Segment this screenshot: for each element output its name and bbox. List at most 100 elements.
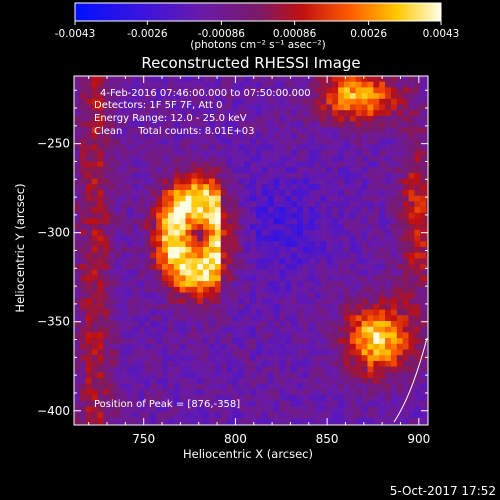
heatmap-cell [267, 235, 274, 242]
heatmap-cell [396, 189, 403, 196]
heatmap-cell [144, 303, 151, 310]
heatmap-cell [291, 400, 298, 407]
heatmap-cell [320, 395, 327, 402]
heatmap-cell [232, 195, 239, 202]
heatmap-cell [132, 264, 139, 271]
heatmap-cell [326, 275, 333, 282]
heatmap-cell [209, 246, 216, 253]
heatmap-cell [408, 338, 415, 345]
heatmap-cell [173, 229, 180, 236]
heatmap-cell [97, 275, 104, 282]
heatmap-cell [308, 212, 315, 219]
heatmap-cell [408, 355, 415, 362]
heatmap-cell [314, 349, 321, 356]
heatmap-cell [285, 212, 292, 219]
heatmap-cell [150, 224, 157, 231]
heatmap-cell [414, 229, 421, 236]
heatmap-cell [209, 110, 216, 117]
heatmap-cell [144, 417, 151, 424]
heatmap-cell [379, 383, 386, 390]
heatmap-cell [132, 189, 139, 196]
heatmap-cell [297, 246, 304, 253]
heatmap-cell [173, 121, 180, 128]
heatmap-cell [314, 235, 321, 242]
heatmap-cell [97, 235, 104, 242]
heatmap-cell [150, 389, 157, 396]
heatmap-cell [214, 224, 222, 231]
heatmap-cell [232, 395, 239, 402]
heatmap-cell [79, 258, 87, 265]
heatmap-cell [250, 292, 257, 299]
heatmap-cell [209, 395, 216, 402]
heatmap-cell [279, 87, 286, 94]
heatmap-cell [203, 252, 210, 259]
heatmap-cell [91, 161, 98, 168]
heatmap-cell [420, 178, 427, 185]
heatmap-cell [355, 264, 362, 271]
heatmap-cell [115, 218, 122, 225]
heatmap-cell [214, 269, 222, 276]
heatmap-cell [220, 406, 227, 413]
heatmap-cell [373, 417, 380, 424]
heatmap-cell [349, 326, 357, 333]
heatmap-cell [261, 258, 268, 265]
heatmap-cell [361, 309, 368, 316]
heatmap-cell [150, 315, 157, 322]
heatmap-cell [132, 138, 139, 145]
heatmap-cell [91, 201, 98, 208]
heatmap-cell [115, 406, 122, 413]
heatmap-cell [338, 224, 345, 231]
heatmap-cell [273, 264, 280, 271]
heatmap-cell [97, 241, 104, 248]
heatmap-cell [220, 303, 227, 310]
heatmap-cell [314, 218, 321, 225]
heatmap-cell [332, 167, 339, 174]
heatmap-cell [297, 229, 304, 236]
heatmap-cell [238, 406, 245, 413]
heatmap-cell [261, 229, 268, 236]
heatmap-cell [191, 155, 198, 162]
heatmap-cell [379, 207, 386, 214]
heatmap-cell [226, 292, 233, 299]
heatmap-cell [120, 76, 128, 82]
heatmap-cell [97, 121, 104, 128]
heatmap-cell [220, 321, 227, 328]
heatmap-cell [85, 360, 92, 367]
heatmap-cell [385, 81, 392, 88]
heatmap-cell [203, 360, 210, 367]
heatmap-cell [209, 389, 216, 396]
heatmap-cell [103, 286, 110, 293]
heatmap-cell [74, 110, 81, 117]
heatmap-cell [349, 252, 357, 259]
heatmap-cell [79, 417, 87, 424]
heatmap-cell [291, 201, 298, 208]
heatmap-cell [338, 110, 345, 117]
heatmap-cell [103, 395, 110, 402]
heatmap-cell [291, 115, 298, 122]
heatmap-cell [402, 167, 409, 174]
heatmap-cell [167, 406, 175, 413]
heatmap-cell [132, 321, 139, 328]
heatmap-cell [214, 395, 222, 402]
heatmap-cell [373, 184, 380, 191]
heatmap-cell [255, 349, 263, 356]
heatmap-cell [132, 417, 139, 424]
heatmap-cell [390, 366, 398, 373]
heatmap-cell [297, 127, 304, 134]
heatmap-cell [255, 207, 263, 214]
heatmap-cell [414, 286, 421, 293]
heatmap-cell [297, 281, 304, 288]
heatmap-cell [396, 87, 403, 94]
heatmap-cell [250, 189, 257, 196]
heatmap-cell [97, 286, 104, 293]
heatmap-cell [209, 377, 216, 384]
heatmap-cell [373, 269, 380, 276]
heatmap-cell [126, 224, 133, 231]
heatmap-cell [220, 412, 227, 419]
heatmap-cell [308, 241, 315, 248]
heatmap-cell [385, 417, 392, 424]
heatmap-cell [220, 377, 227, 384]
heatmap-cell [385, 343, 392, 350]
heatmap-cell [138, 224, 145, 231]
heatmap-cell [162, 349, 169, 356]
